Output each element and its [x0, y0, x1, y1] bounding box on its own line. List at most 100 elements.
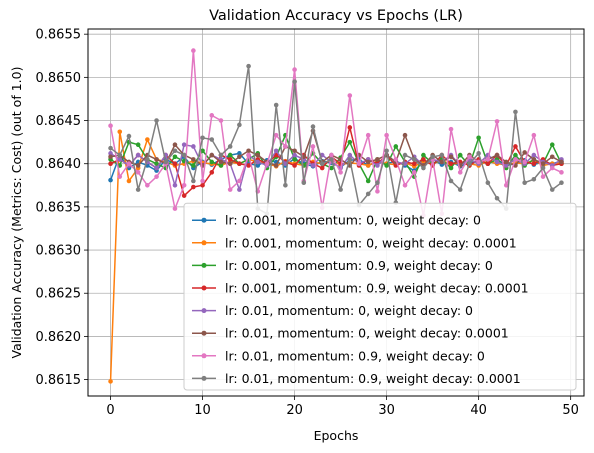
data-point [439, 152, 445, 158]
data-point [448, 161, 454, 167]
data-point [448, 126, 454, 132]
data-point [227, 144, 233, 149]
data-point [108, 177, 113, 183]
data-point [135, 142, 141, 148]
data-point [246, 163, 251, 168]
data-point [108, 151, 113, 156]
data-point [338, 187, 343, 192]
data-point [237, 187, 242, 192]
data-point [411, 170, 417, 175]
x-tick-label: 50 [562, 403, 579, 418]
data-point [108, 154, 113, 160]
data-point [292, 152, 297, 158]
legend-box [183, 202, 577, 391]
data-point [283, 183, 288, 188]
y-tick-label: 0.8615 [36, 373, 82, 388]
data-point [421, 157, 426, 162]
data-point [494, 152, 500, 158]
data-point [448, 165, 454, 171]
legend-swatch-marker [201, 308, 207, 314]
data-point [448, 154, 454, 160]
data-point [108, 123, 113, 129]
data-point [319, 165, 325, 171]
data-point [292, 163, 297, 168]
data-point [145, 183, 150, 188]
data-point [273, 148, 279, 154]
data-point [531, 161, 537, 167]
data-point [135, 187, 141, 192]
data-point [494, 119, 500, 124]
data-point [513, 109, 518, 115]
y-tick-label: 0.8650 [36, 71, 82, 86]
data-point [255, 152, 261, 158]
legend-label: lr: 0.001, momentum: 0.9, weight decay: … [225, 258, 493, 273]
data-point [467, 154, 472, 160]
plot-area [87, 28, 585, 397]
data-point [347, 125, 353, 130]
data-point [310, 124, 316, 129]
data-point [338, 170, 343, 175]
data-point [540, 165, 546, 171]
data-point [329, 165, 334, 171]
legend-item: lr: 0.01, momentum: 0.9, weight decay: 0… [192, 371, 521, 386]
data-point [402, 183, 408, 188]
data-point [172, 148, 178, 154]
data-point [549, 165, 555, 171]
data-point [402, 132, 408, 138]
data-point [135, 170, 141, 175]
data-point [503, 163, 509, 168]
data-point [117, 174, 123, 179]
ticks-layer: 0 10 20 30 40 50 0.8615 0.8620 0.8625 0.8630 0.863… [36, 28, 579, 418]
series-line [109, 49, 562, 217]
legend-swatch-marker [201, 330, 207, 336]
data-point [273, 132, 279, 138]
data-point [246, 148, 251, 154]
data-point [531, 152, 537, 158]
series-7 [108, 48, 564, 218]
data-point [218, 118, 224, 123]
data-point [126, 161, 132, 167]
data-point [163, 159, 169, 165]
data-point [200, 135, 205, 141]
legend-swatch-marker [201, 375, 207, 381]
data-point [356, 161, 362, 167]
data-point [108, 145, 113, 151]
data-point [209, 152, 215, 158]
data-point [246, 63, 251, 69]
data-point [393, 157, 399, 162]
legend-swatch-marker [201, 353, 207, 359]
data-point [108, 379, 113, 384]
data-point [218, 159, 224, 165]
data-point [467, 161, 472, 167]
data-point [200, 183, 205, 188]
data-point [503, 159, 509, 165]
data-point [375, 157, 380, 162]
y-tick-label: 0.8640 [36, 157, 82, 172]
data-point [292, 148, 297, 154]
legend-swatch-marker [201, 217, 207, 223]
y-tick-label: 0.8645 [36, 114, 82, 129]
legend-label: lr: 0.001, momentum: 0, weight decay: 0 [225, 213, 481, 228]
data-point [476, 151, 481, 156]
data-point [411, 161, 417, 167]
data-point [209, 170, 215, 175]
data-point [421, 152, 426, 158]
data-point [108, 161, 113, 167]
data-point [227, 152, 233, 158]
data-point [154, 161, 159, 167]
series-8 [108, 63, 564, 217]
data-point [246, 152, 251, 158]
legend-swatch-marker [201, 285, 207, 291]
legend-item: lr: 0.001, momentum: 0.9, weight decay: … [192, 281, 529, 296]
data-point [154, 174, 159, 179]
data-point [457, 152, 463, 158]
data-point [172, 161, 178, 167]
legend: lr: 0.001, momentum: 0, weight decay: 0 l… [183, 202, 577, 391]
data-point [227, 161, 233, 167]
data-point [347, 152, 353, 158]
data-point [549, 187, 555, 192]
data-point [347, 157, 353, 162]
data-point [494, 159, 500, 165]
data-point [559, 170, 564, 175]
data-point [476, 135, 481, 141]
